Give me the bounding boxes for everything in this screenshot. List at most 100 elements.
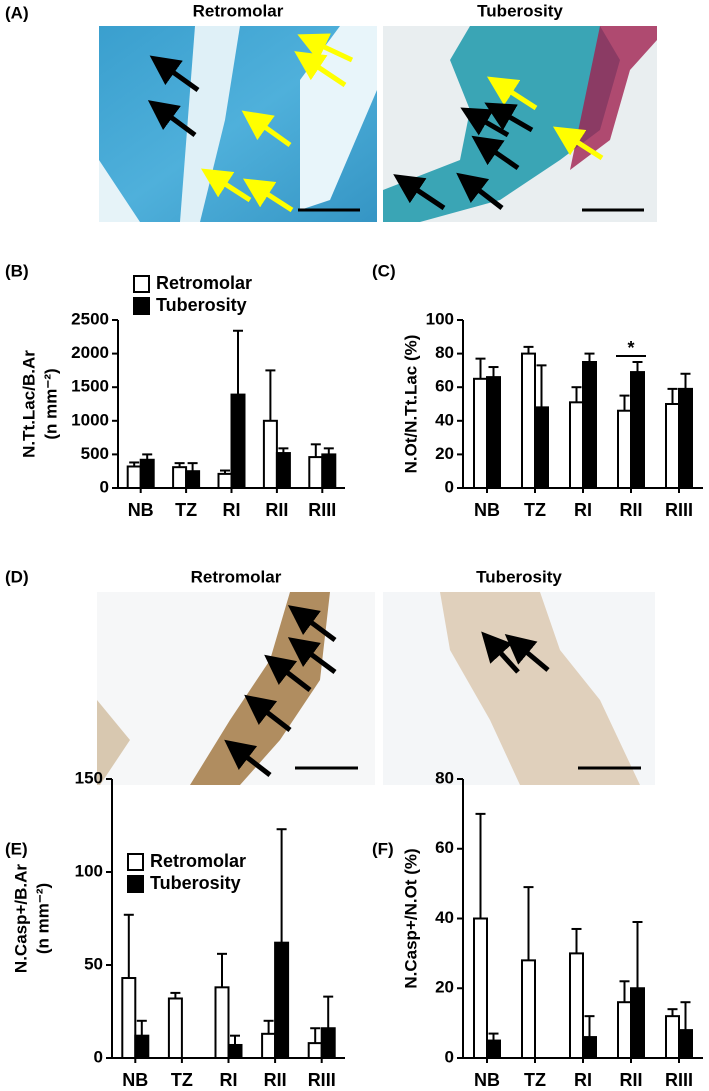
y-tick-label: 0 — [445, 1047, 454, 1066]
x-tick-label: RII — [264, 1070, 287, 1090]
legend-swatch — [127, 875, 144, 893]
error-bar — [276, 828, 287, 943]
y-tick-label: 20 — [435, 978, 454, 997]
y-tick-label: 100 — [426, 309, 454, 328]
y-tick-label: 40 — [435, 908, 454, 927]
bar — [569, 401, 584, 490]
y-tick-label: 20 — [435, 444, 454, 463]
image-title: Retromolar — [191, 567, 282, 586]
error-bar — [230, 1034, 240, 1045]
error-bar — [323, 447, 334, 455]
error-bar — [142, 453, 153, 460]
y-tick-label: 150 — [75, 768, 103, 787]
x-tick-label: TZ — [524, 1070, 546, 1090]
error-bar — [129, 461, 140, 467]
panel-label: (B) — [5, 261, 29, 280]
bar — [473, 377, 488, 489]
image-title: Tuberosity — [477, 1, 563, 20]
bar — [320, 1027, 336, 1059]
x-tick-label: NB — [122, 1070, 148, 1090]
legend-swatch — [133, 297, 150, 315]
y-axis-label: N.Ot/N.Tt.Lac (%) — [401, 335, 420, 474]
error-bar — [619, 394, 630, 411]
error-bar — [217, 952, 227, 988]
x-tick-label: NB — [128, 500, 154, 520]
error-bar — [584, 352, 595, 362]
panel-label: (C) — [372, 261, 396, 280]
error-bar — [667, 1008, 678, 1017]
y-tick-label: 60 — [435, 838, 454, 857]
error-bar — [233, 329, 243, 395]
bar — [582, 1036, 597, 1059]
y-tick-label: 1500 — [71, 377, 109, 396]
bar — [134, 1034, 150, 1060]
y-tick-label: 80 — [435, 343, 454, 362]
legend-swatch — [127, 853, 144, 871]
x-tick-label: TZ — [524, 500, 546, 520]
error-bar — [488, 1032, 499, 1041]
x-tick-label: RIII — [308, 1070, 336, 1090]
y-tick-label: 100 — [75, 861, 103, 880]
x-tick-label: RII — [619, 1070, 642, 1090]
legend-label: Retromolar — [156, 273, 252, 293]
y-axis-label: N.Casp+/N.Ot (%) — [401, 848, 420, 988]
bar — [185, 470, 201, 490]
x-tick-label: RI — [220, 1070, 238, 1090]
arrows — [147, 33, 604, 213]
bar — [665, 403, 680, 489]
y-tick-label: 0 — [445, 477, 454, 496]
x-tick-label: TZ — [175, 500, 197, 520]
y-tick-label: 0 — [100, 477, 109, 496]
error-bar — [523, 345, 534, 354]
bar — [617, 1001, 632, 1060]
legend-label: Retromolar — [150, 851, 246, 871]
bar — [665, 1015, 680, 1060]
panel-label: (E) — [5, 839, 28, 858]
error-bar — [174, 462, 185, 468]
error-bar — [323, 995, 334, 1029]
y-tick-label: 0 — [94, 1047, 103, 1066]
bar — [230, 393, 246, 490]
legend-label: Tuberosity — [150, 873, 241, 893]
bar — [139, 458, 155, 489]
arrows — [224, 605, 550, 777]
bar — [321, 453, 337, 489]
image-title: Tuberosity — [476, 567, 562, 586]
x-tick-label: RI — [574, 1070, 592, 1090]
bar — [569, 952, 584, 1059]
y-tick-label: 2000 — [71, 343, 109, 362]
micrograph — [383, 592, 655, 785]
bar — [227, 1043, 243, 1059]
error-bar — [220, 469, 230, 474]
error-bar — [667, 387, 678, 404]
bar — [308, 456, 324, 490]
bar — [486, 376, 501, 489]
panel-label: (A) — [5, 3, 29, 22]
bar — [678, 387, 693, 490]
bar — [274, 941, 290, 1059]
x-tick-label: RIII — [665, 1070, 693, 1090]
bar — [167, 997, 183, 1059]
bar — [630, 371, 645, 489]
error-bar — [263, 1019, 274, 1034]
bar — [172, 466, 188, 489]
y-tick-label: 80 — [435, 768, 454, 787]
error-bar — [310, 1027, 321, 1044]
bar — [486, 1039, 501, 1059]
x-tick-label: RI — [223, 500, 241, 520]
annotation: * — [627, 338, 634, 358]
error-bar — [536, 364, 547, 408]
error-bar — [265, 369, 276, 421]
error-bar — [488, 366, 499, 378]
y-tick-label: 2500 — [71, 309, 109, 328]
bar — [521, 352, 536, 489]
error-bar — [680, 372, 691, 389]
micrograph — [97, 592, 375, 785]
bar — [214, 986, 230, 1060]
y-tick-label: 50 — [84, 954, 103, 973]
y-tick-label: 40 — [435, 410, 454, 429]
y-axis-label: N.Tt.Lac/B.Ar — [19, 350, 38, 458]
error-bar — [170, 991, 181, 999]
error-bar — [571, 386, 582, 403]
